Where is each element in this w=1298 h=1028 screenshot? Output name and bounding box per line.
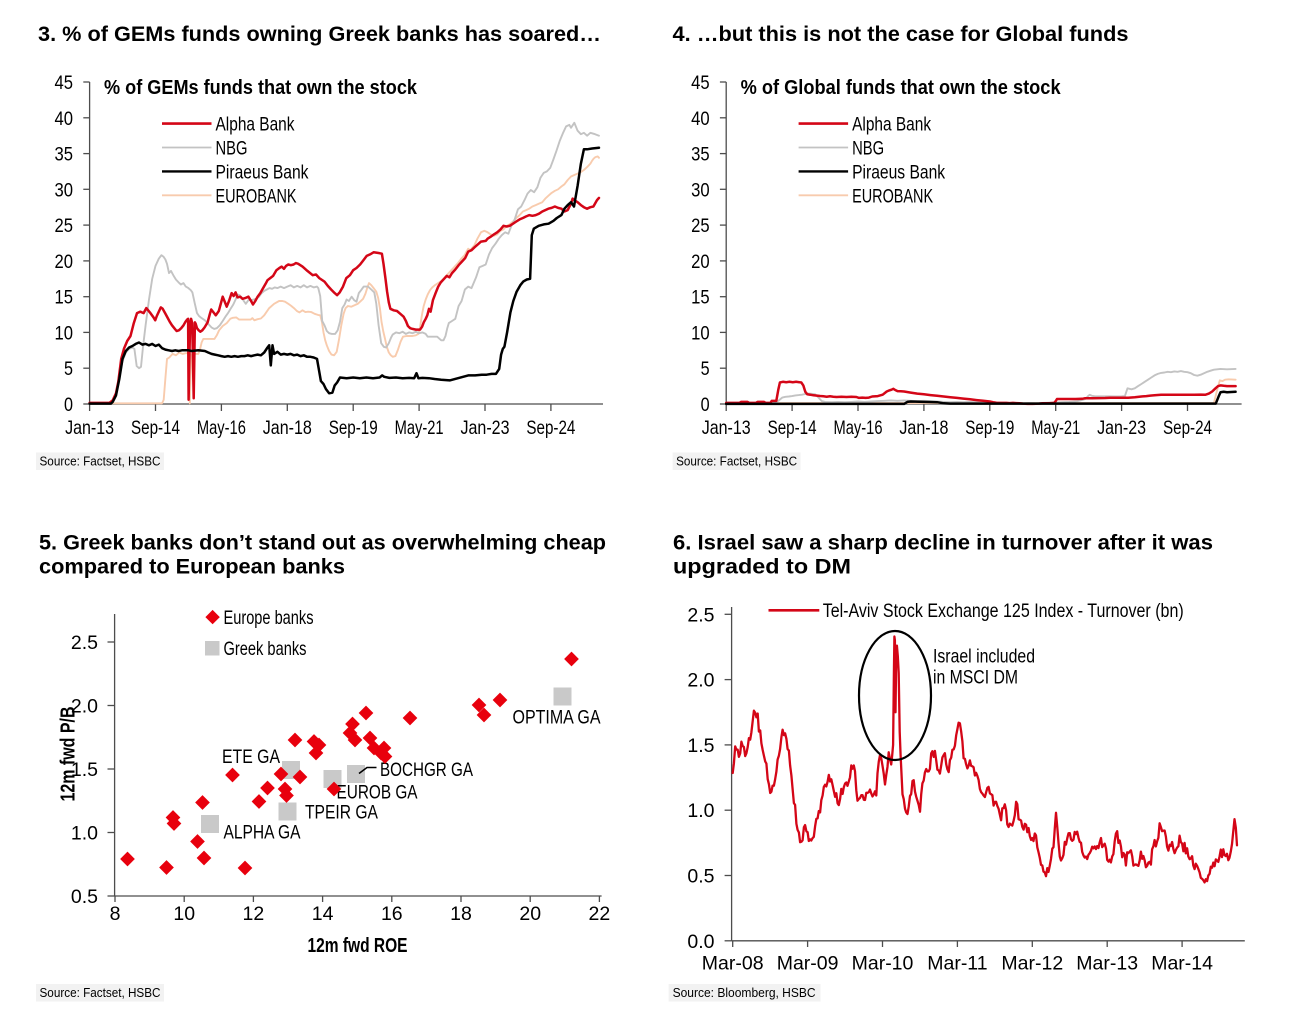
svg-text:Jan-23: Jan-23	[461, 417, 510, 439]
svg-text:40: 40	[691, 108, 710, 130]
svg-text:Jan-18: Jan-18	[899, 417, 948, 439]
svg-text:2.5: 2.5	[687, 604, 714, 626]
svg-text:25: 25	[55, 215, 74, 237]
svg-text:30: 30	[55, 179, 74, 201]
svg-text:15: 15	[55, 287, 74, 309]
svg-text:35: 35	[55, 144, 74, 166]
svg-text:35: 35	[691, 144, 710, 166]
svg-text:5: 5	[701, 358, 710, 380]
svg-text:18: 18	[450, 903, 472, 925]
svg-text:5: 5	[64, 358, 73, 380]
svg-text:2.5: 2.5	[71, 632, 98, 654]
svg-text:Europe banks: Europe banks	[224, 607, 314, 629]
svg-text:4. …but this is not the case f: 4. …but this is not the case for Global …	[673, 23, 1129, 46]
svg-text:15: 15	[691, 287, 710, 309]
svg-text:2.0: 2.0	[687, 670, 714, 692]
svg-text:30: 30	[691, 179, 710, 201]
svg-text:1.5: 1.5	[687, 735, 714, 757]
svg-text:May-16: May-16	[197, 417, 246, 439]
svg-text:Source: Factset, HSBC: Source: Factset, HSBC	[40, 454, 161, 469]
svg-text:Source: Factset, HSBC: Source: Factset, HSBC	[676, 454, 797, 469]
svg-text:1.0: 1.0	[687, 800, 714, 822]
svg-text:Jan-13: Jan-13	[702, 417, 751, 439]
svg-text:OPTIMA GA: OPTIMA GA	[513, 707, 601, 729]
svg-text:14: 14	[312, 903, 334, 925]
svg-text:6. Israel saw a sharp decline: 6. Israel saw a sharp decline in turnove…	[673, 532, 1213, 555]
svg-text:Sep-24: Sep-24	[526, 417, 575, 439]
svg-text:NBG: NBG	[216, 138, 248, 160]
svg-text:compared to European banks: compared to European banks	[39, 556, 345, 579]
svg-text:Mar-12: Mar-12	[1001, 953, 1063, 975]
svg-text:40: 40	[55, 108, 74, 130]
svg-text:Israel included: Israel included	[933, 647, 1035, 668]
svg-text:8: 8	[110, 903, 121, 925]
svg-text:ETE GA: ETE GA	[222, 746, 280, 768]
svg-text:NBG: NBG	[852, 138, 884, 160]
svg-text:Mar-10: Mar-10	[852, 953, 914, 975]
svg-text:May-21: May-21	[1031, 417, 1080, 439]
svg-text:TPEIR GA: TPEIR GA	[305, 802, 378, 824]
svg-text:Alpha Bank: Alpha Bank	[216, 114, 295, 136]
svg-text:0: 0	[701, 394, 710, 416]
svg-text:20: 20	[691, 251, 710, 273]
svg-text:0.5: 0.5	[687, 866, 714, 888]
svg-text:May-16: May-16	[834, 417, 883, 439]
svg-text:% of GEMs funds that own the s: % of GEMs funds that own the stock	[104, 77, 418, 99]
svg-text:12m fwd ROE: 12m fwd ROE	[308, 935, 408, 957]
svg-text:Sep-19: Sep-19	[329, 417, 378, 439]
svg-text:Mar-08: Mar-08	[702, 953, 764, 975]
svg-text:Mar-09: Mar-09	[777, 953, 839, 975]
svg-text:10: 10	[691, 322, 710, 344]
svg-text:May-21: May-21	[395, 417, 444, 439]
svg-text:1.0: 1.0	[71, 823, 98, 845]
svg-text:0.5: 0.5	[71, 886, 98, 908]
svg-text:Mar-14: Mar-14	[1151, 953, 1213, 975]
svg-text:0.0: 0.0	[687, 931, 714, 953]
svg-text:5. Greek banks don’t stand out: 5. Greek banks don’t stand out as overwh…	[39, 532, 606, 555]
svg-text:Alpha Bank: Alpha Bank	[852, 114, 931, 136]
svg-text:Piraeus Bank: Piraeus Bank	[216, 161, 309, 183]
svg-text:Jan-13: Jan-13	[65, 417, 114, 439]
svg-text:Sep-19: Sep-19	[965, 417, 1014, 439]
svg-text:% of Global funds that own the: % of Global funds that own the stock	[741, 77, 1062, 99]
svg-text:Jan-18: Jan-18	[263, 417, 312, 439]
svg-text:25: 25	[691, 215, 710, 237]
svg-text:ALPHA GA: ALPHA GA	[224, 822, 301, 844]
svg-text:2.0: 2.0	[71, 696, 98, 718]
svg-text:16: 16	[381, 903, 403, 925]
svg-text:10: 10	[173, 903, 195, 925]
svg-text:Mar-13: Mar-13	[1076, 953, 1138, 975]
svg-text:Piraeus Bank: Piraeus Bank	[852, 161, 945, 183]
svg-text:EUROBANK: EUROBANK	[216, 185, 297, 207]
svg-text:22: 22	[589, 903, 611, 925]
svg-text:Source: Factset, HSBC: Source: Factset, HSBC	[40, 985, 161, 1000]
svg-text:upgraded to DM: upgraded to DM	[673, 556, 851, 579]
svg-text:BOCHGR GA: BOCHGR GA	[380, 759, 473, 781]
svg-text:Sep-24: Sep-24	[1163, 417, 1212, 439]
svg-text:EUROB GA: EUROB GA	[337, 782, 418, 804]
svg-text:3. % of GEMs funds owning Gree: 3. % of GEMs funds owning Greek banks ha…	[38, 23, 601, 46]
svg-text:0: 0	[64, 394, 73, 416]
svg-text:in MSCI DM: in MSCI DM	[933, 668, 1018, 689]
svg-text:45: 45	[55, 72, 74, 94]
svg-text:45: 45	[691, 72, 710, 94]
svg-text:Tel-Aviv Stock Exchange 125 In: Tel-Aviv Stock Exchange 125 Index - Turn…	[823, 600, 1184, 622]
svg-text:12: 12	[243, 903, 265, 925]
svg-text:1.5: 1.5	[71, 759, 98, 781]
svg-text:20: 20	[519, 903, 541, 925]
svg-text:Mar-11: Mar-11	[927, 953, 987, 975]
svg-text:Jan-23: Jan-23	[1097, 417, 1146, 439]
svg-text:Sep-14: Sep-14	[768, 417, 817, 439]
svg-text:10: 10	[55, 322, 74, 344]
svg-text:Source: Bloomberg, HSBC: Source: Bloomberg, HSBC	[673, 985, 816, 1000]
svg-text:Sep-14: Sep-14	[131, 417, 180, 439]
svg-text:EUROBANK: EUROBANK	[852, 185, 933, 207]
svg-text:Greek banks: Greek banks	[224, 638, 307, 660]
svg-text:12m fwd P/B: 12m fwd P/B	[58, 707, 80, 802]
svg-text:20: 20	[55, 251, 74, 273]
